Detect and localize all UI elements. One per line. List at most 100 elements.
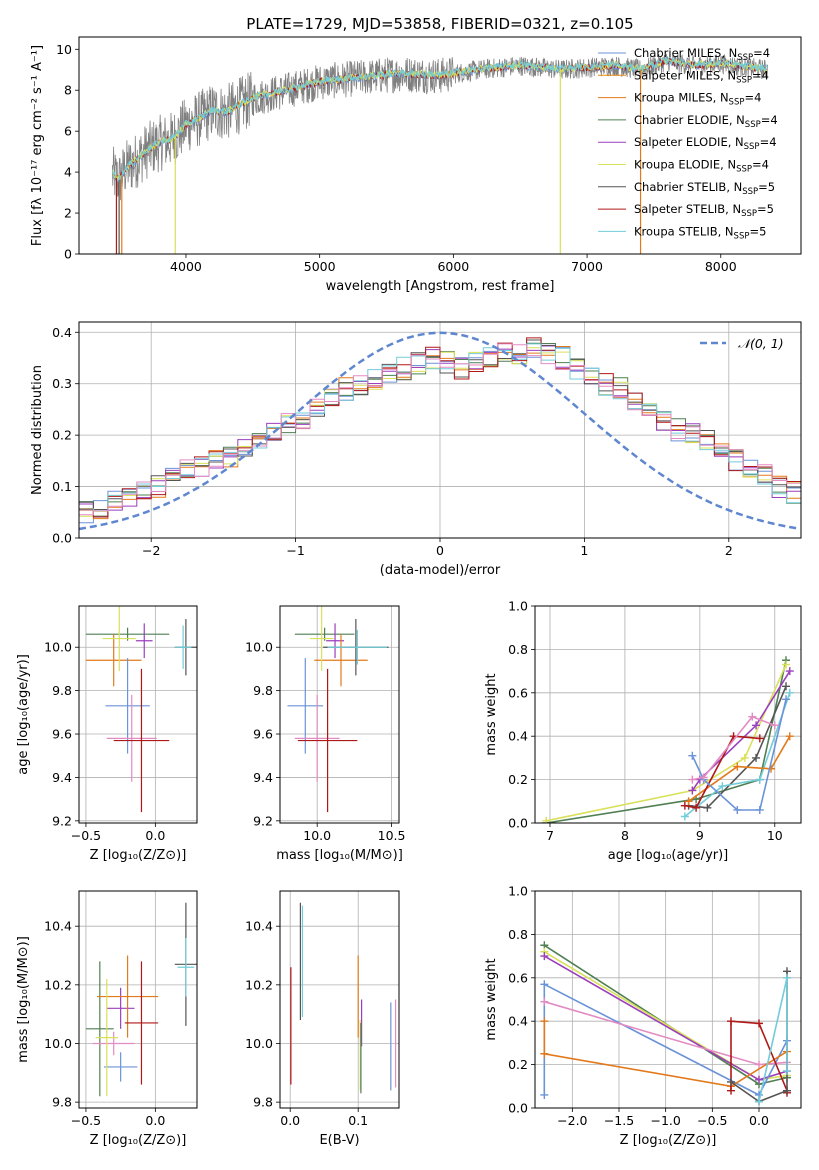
y-axis-label: Flux [fλ 10⁻¹⁷ erg cm⁻² s⁻¹ A⁻¹]	[30, 45, 45, 246]
legend-sub: SSP	[742, 187, 758, 197]
y-tick-label: 9.4	[52, 770, 72, 785]
weight-marker	[688, 786, 697, 795]
weight-marker	[703, 803, 712, 812]
weight-marker	[733, 805, 742, 814]
weight-marker	[692, 803, 701, 812]
x-axis-label: E(B-V)	[319, 1133, 359, 1148]
legend-sub: SSP	[734, 231, 750, 241]
mass_vs_ebv-axes: 0.0 0.1 9.8 10.0 10.2 10.4 E(B-V)	[245, 891, 399, 1148]
x-axis-label: Z [log₁₀(Z/Z⊙)]	[620, 1133, 717, 1148]
legend-suffix: =4	[744, 91, 761, 105]
massweight_vs_Z-plot	[540, 941, 791, 1106]
weight-line	[684, 692, 791, 818]
massweight_vs_Z-frame	[534, 890, 802, 1109]
weight-marker	[783, 1067, 791, 1076]
x-tick-label: 6000	[437, 259, 469, 274]
spectrum-data-line	[112, 53, 768, 201]
legend-entry: Salpeter ELODIE, NSSP=4	[634, 135, 777, 152]
histogram-step	[79, 343, 801, 516]
legend-entry: Kroupa ELODIE, NSSP=4	[634, 158, 769, 175]
legend-entry: Kroupa STELIB, NSSP=5	[634, 224, 766, 241]
weight-marker	[755, 775, 764, 784]
weight-marker	[755, 734, 764, 743]
legend-sub: SSP	[741, 209, 757, 219]
y-tick-label: 9.8	[52, 683, 72, 698]
weight-marker	[785, 688, 794, 697]
legend-label: Chabrier MILES, N	[634, 46, 737, 60]
weight-marker	[688, 751, 697, 760]
x-axis-label: Z [log₁₀(Z/Z⊙)]	[90, 1133, 187, 1148]
legend-entry: Chabrier ELODIE, NSSP=4	[634, 113, 778, 130]
y-tick-label: 0.8	[508, 927, 528, 942]
weight-marker	[782, 682, 791, 691]
weight-marker	[755, 805, 764, 814]
y-tick-label: 10.4	[245, 919, 273, 934]
age_vs_mass-frame	[279, 605, 400, 824]
legend-label: Chabrier STELIB, N	[634, 180, 742, 194]
y-tick-label: 0.0	[52, 531, 72, 546]
x-tick-label: 10.5	[378, 828, 406, 843]
weight-marker	[785, 732, 794, 741]
y-tick-label: 4	[64, 165, 72, 180]
weight-marker	[782, 660, 791, 669]
legend-suffix: =4	[753, 46, 770, 60]
figure-title: PLATE=1729, MJD=53858, FIBERID=0321, z=0…	[246, 15, 633, 33]
weight-marker	[748, 712, 757, 721]
weight-marker	[540, 980, 549, 989]
y-tick-label: 0.0	[508, 816, 528, 831]
weight-line	[691, 670, 791, 791]
residuals-axes: −2 −1 0 1 2 0.0 0.1 0.2 0.3 0.4 (data-model)/error…	[30, 322, 801, 578]
residuals-plot	[79, 331, 801, 531]
x-tick-label: −1	[286, 543, 304, 558]
age_vs_Z-axes: −0.5 0.0 9.2 9.4 9.6 9.8 10.0 Z [log₁₀(Z/Z⊙)] ag…	[16, 606, 197, 863]
y-axis-label: Normed distribution	[30, 365, 45, 495]
y-axis-label: age [log₁₀(age/yr)]	[16, 654, 31, 775]
y-tick-label: 0.2	[508, 772, 528, 787]
y-tick-label: 2	[64, 206, 72, 221]
weight-line	[546, 664, 787, 822]
x-tick-label: 10	[767, 828, 783, 843]
y-tick-label: 1.0	[508, 884, 528, 899]
weight-marker	[680, 812, 689, 821]
y-axis-label: mass [log₁₀(M/M⊙)]	[16, 936, 31, 1063]
spectrum-axes: 4000 5000 6000 7000 8000 0 2 4 6 8 10 wavelength [A…	[30, 42, 737, 294]
x-tick-label: 2	[725, 543, 733, 558]
y-tick-label: 10.2	[44, 977, 72, 992]
y-tick-label: 0.8	[508, 642, 528, 657]
age_vs_mass-plot	[287, 606, 389, 813]
y-tick-label: 0.6	[508, 685, 528, 700]
legend-suffix: =4	[760, 135, 777, 149]
x-tick-label: −0.5	[71, 1113, 101, 1128]
weight-marker	[727, 1017, 735, 1026]
x-tick-label: 0.0	[145, 828, 165, 843]
weight-marker	[755, 1097, 763, 1106]
x-tick-label: 1	[580, 543, 588, 558]
x-tick-label: 0.1	[348, 1113, 368, 1128]
weight-marker	[755, 1019, 763, 1028]
y-tick-label: 9.8	[253, 683, 273, 698]
weight-marker	[718, 782, 727, 791]
weight-marker	[540, 952, 549, 961]
weight-marker	[740, 753, 749, 762]
legend-sub: SSP	[736, 165, 752, 175]
y-tick-label: 10.0	[44, 1036, 72, 1051]
legend-entry: Salpeter STELIB, NSSP=5	[634, 202, 774, 219]
spectrum-plot	[111, 53, 768, 254]
x-tick-label: 0.0	[280, 1113, 300, 1128]
weight-marker	[540, 1049, 549, 1058]
spectrum-model-line	[111, 55, 768, 183]
y-tick-label: 0.4	[508, 729, 528, 744]
weight-marker	[752, 721, 761, 730]
weight-line	[543, 1021, 788, 1088]
weight-marker	[783, 1086, 791, 1095]
legend-entry: Chabrier MILES, NSSP=4	[634, 46, 770, 63]
y-tick-label: 10.2	[245, 977, 273, 992]
legend-label: Kroupa MILES, N	[634, 91, 729, 105]
y-tick-label: 10	[56, 42, 72, 57]
weight-marker	[540, 997, 549, 1006]
x-tick-label: 8	[621, 828, 629, 843]
y-tick-label: 10.0	[44, 640, 72, 655]
weight-marker	[733, 762, 742, 771]
legend-sub: SSP	[745, 120, 761, 130]
